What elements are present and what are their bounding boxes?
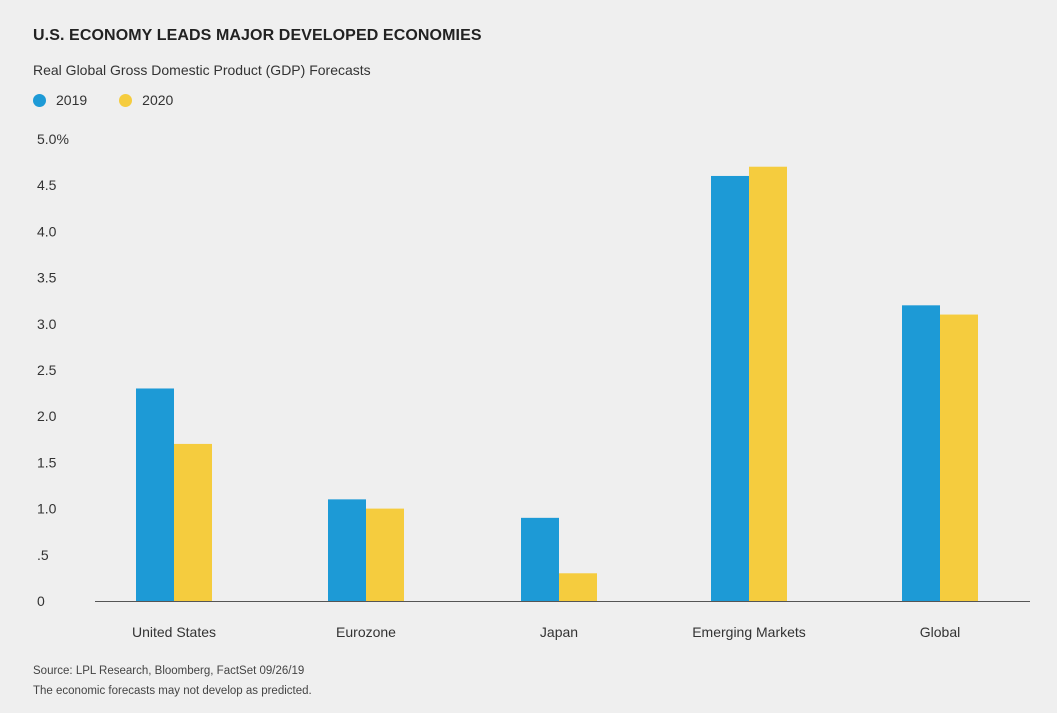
- x-tick-label: Emerging Markets: [692, 624, 806, 640]
- y-tick-label: 3.0: [37, 316, 57, 332]
- bar-2020-global: [940, 314, 978, 601]
- bar-2019-eurozone: [328, 499, 366, 601]
- bar-2020-eurozone: [366, 508, 404, 601]
- chart-legend: 2019 2020: [33, 92, 205, 108]
- y-tick-label: 1.5: [37, 454, 57, 470]
- x-tick-label: Eurozone: [336, 624, 396, 640]
- y-tick-label: 0: [37, 593, 45, 609]
- legend-label-2020: 2020: [142, 92, 174, 108]
- legend-swatch-2020: [119, 93, 133, 107]
- y-tick-label: .5: [37, 547, 49, 563]
- bar-2020-japan: [559, 573, 597, 601]
- chart-title: U.S. ECONOMY LEADS MAJOR DEVELOPED ECONO…: [33, 27, 482, 44]
- y-tick-label: 3.5: [37, 270, 57, 286]
- y-tick-label: 2.0: [37, 408, 57, 424]
- x-tick-label: Global: [920, 624, 960, 640]
- y-tick-label: 2.5: [37, 362, 57, 378]
- bar-2020-united-states: [174, 443, 212, 601]
- bar-2020-emerging-markets: [749, 166, 787, 601]
- legend-item-2019: 2019: [33, 92, 87, 108]
- legend-label-2019: 2019: [56, 92, 88, 108]
- y-tick-label: 4.0: [37, 223, 57, 239]
- x-tick-label: Japan: [540, 624, 578, 640]
- y-tick-label: 4.5: [37, 177, 57, 193]
- bar-2019-emerging-markets: [711, 175, 749, 601]
- bar-2019-united-states: [136, 388, 174, 601]
- source-note: Source: LPL Research, Bloomberg, FactSet…: [33, 665, 305, 677]
- disclaimer-note: The economic forecasts may not develop a…: [33, 685, 312, 697]
- bar-2019-global: [902, 305, 940, 601]
- y-tick-label: 1.0: [37, 501, 57, 517]
- y-tick-label: 5.0%: [37, 131, 69, 147]
- chart-subtitle: Real Global Gross Domestic Product (GDP)…: [33, 62, 371, 78]
- legend-swatch-2019: [33, 93, 46, 107]
- x-tick-label: United States: [132, 624, 216, 640]
- bar-2019-japan: [521, 517, 559, 601]
- legend-item-2020: 2020: [119, 92, 173, 108]
